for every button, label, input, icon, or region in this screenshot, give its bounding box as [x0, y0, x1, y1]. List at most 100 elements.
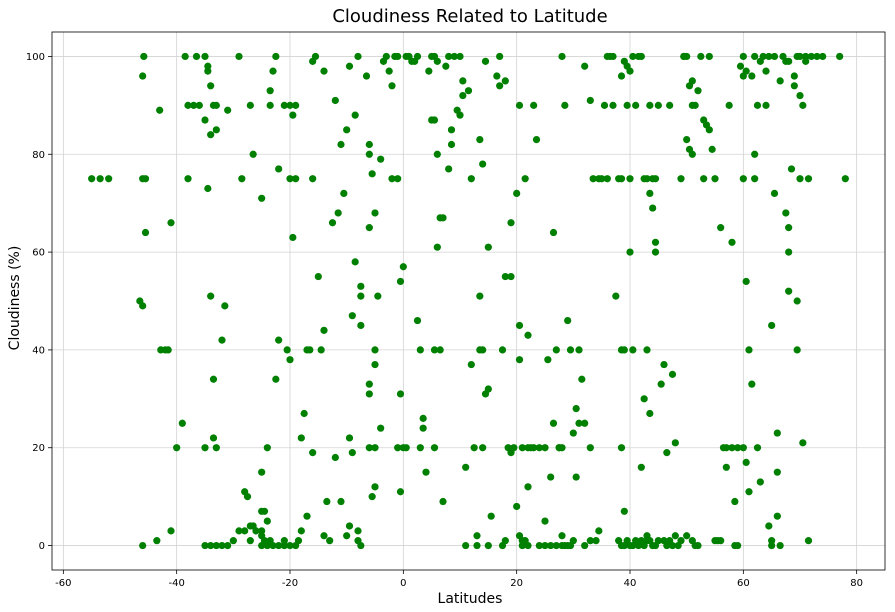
data-point	[218, 336, 226, 344]
data-point	[394, 52, 402, 61]
data-point	[541, 444, 549, 452]
data-point	[773, 429, 781, 437]
data-point	[581, 62, 589, 70]
data-point	[473, 541, 481, 550]
data-point	[518, 541, 526, 550]
data-point	[575, 419, 583, 427]
data-point	[666, 101, 674, 109]
data-point	[309, 175, 317, 183]
data-point	[700, 175, 708, 183]
x-tick-label: 40	[624, 578, 637, 589]
data-point	[799, 101, 807, 109]
x-tick-label: -60	[55, 578, 71, 589]
data-point	[498, 541, 507, 550]
data-point	[167, 219, 175, 227]
data-point	[728, 238, 736, 246]
data-point	[785, 224, 793, 232]
data-point	[558, 52, 566, 61]
data-point	[549, 228, 558, 237]
data-point	[462, 541, 470, 550]
data-point	[569, 429, 577, 437]
data-point	[479, 346, 487, 354]
data-point	[470, 444, 478, 452]
data-point	[739, 175, 747, 183]
data-point	[581, 541, 589, 550]
data-point	[450, 52, 458, 61]
data-point	[768, 321, 776, 330]
data-point	[476, 136, 484, 144]
data-point	[365, 444, 373, 452]
data-point	[722, 444, 730, 452]
data-point	[657, 380, 665, 388]
data-point	[178, 419, 186, 427]
data-point	[513, 189, 521, 197]
data-point	[524, 483, 532, 491]
data-point	[331, 96, 339, 105]
data-point	[272, 52, 280, 61]
data-point	[541, 541, 549, 550]
data-point	[623, 101, 631, 109]
data-point	[96, 175, 104, 183]
data-point	[688, 77, 696, 85]
data-point	[445, 165, 453, 173]
data-point	[433, 57, 441, 65]
data-point	[773, 512, 781, 520]
data-point	[334, 209, 342, 217]
data-point	[388, 175, 396, 183]
data-point	[156, 106, 164, 114]
data-point	[773, 468, 781, 476]
data-point	[201, 541, 209, 550]
data-point	[371, 483, 379, 491]
data-point	[603, 175, 611, 183]
data-point	[275, 336, 283, 344]
data-point	[141, 228, 150, 237]
data-point	[241, 527, 249, 535]
data-point	[201, 444, 209, 452]
data-point	[447, 140, 456, 149]
data-point	[683, 136, 691, 144]
data-point	[586, 96, 594, 105]
data-point	[195, 101, 203, 109]
data-point	[617, 72, 626, 80]
data-point	[493, 72, 501, 80]
data-point	[677, 537, 685, 545]
data-point	[609, 101, 617, 109]
data-point	[365, 140, 373, 149]
data-point	[790, 72, 798, 80]
data-point	[300, 409, 308, 418]
x-tick-label: 20	[510, 578, 523, 589]
data-point	[496, 82, 504, 90]
data-point	[756, 478, 764, 486]
data-point	[524, 331, 532, 339]
data-point	[286, 356, 294, 364]
data-point	[351, 111, 359, 119]
data-point	[337, 140, 345, 149]
data-point	[280, 101, 288, 109]
data-point	[688, 150, 696, 158]
data-point	[345, 434, 354, 442]
data-point	[592, 537, 600, 545]
data-point	[776, 77, 784, 85]
data-point	[209, 434, 218, 442]
y-axis-label: Cloudiness (%)	[7, 246, 23, 351]
data-point	[374, 292, 382, 300]
data-point	[589, 175, 597, 183]
data-point	[368, 170, 376, 178]
data-point	[768, 541, 776, 550]
data-point	[796, 175, 804, 183]
data-point	[637, 52, 645, 61]
data-point	[728, 444, 736, 452]
data-point	[164, 346, 172, 354]
data-point	[765, 52, 773, 61]
data-point	[739, 52, 747, 61]
y-tick-label: 80	[32, 150, 45, 161]
data-point	[612, 292, 620, 300]
data-point	[510, 444, 518, 452]
data-point	[742, 67, 750, 75]
data-point	[283, 346, 291, 354]
data-point	[742, 458, 750, 466]
y-tick-label: 100	[26, 52, 45, 63]
data-point	[243, 493, 252, 501]
data-point	[297, 527, 305, 535]
data-point	[515, 356, 524, 364]
